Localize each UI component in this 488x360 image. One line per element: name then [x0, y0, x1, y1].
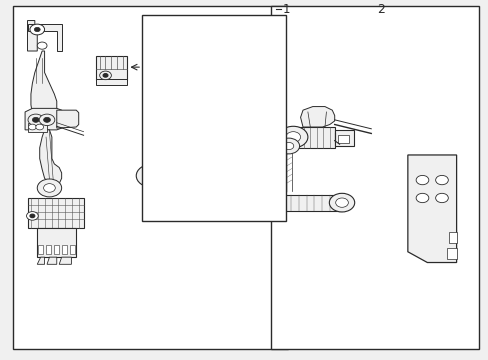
Bar — [203, 167, 220, 184]
Circle shape — [43, 117, 50, 122]
Bar — [13, 6, 288, 348]
Polygon shape — [448, 232, 456, 243]
Polygon shape — [37, 257, 44, 264]
Bar — [62, 245, 67, 254]
Circle shape — [103, 73, 108, 77]
Text: 1: 1 — [282, 3, 289, 15]
Circle shape — [143, 169, 160, 182]
Bar — [273, 195, 341, 211]
Circle shape — [335, 198, 347, 207]
Text: 5: 5 — [146, 60, 153, 74]
Circle shape — [37, 42, 47, 49]
Polygon shape — [25, 108, 64, 130]
Circle shape — [30, 214, 35, 218]
Polygon shape — [446, 248, 456, 259]
Circle shape — [329, 193, 354, 212]
Bar — [171, 132, 207, 153]
Bar — [54, 245, 59, 254]
Circle shape — [39, 114, 55, 126]
Circle shape — [32, 117, 39, 122]
Circle shape — [180, 118, 191, 127]
Polygon shape — [59, 257, 71, 264]
Circle shape — [285, 132, 300, 143]
Circle shape — [26, 212, 38, 220]
Circle shape — [30, 24, 44, 35]
Bar — [293, 127, 334, 148]
Circle shape — [415, 175, 428, 185]
Circle shape — [278, 126, 307, 148]
Bar — [37, 228, 76, 257]
Circle shape — [28, 114, 43, 126]
Circle shape — [177, 154, 186, 161]
Polygon shape — [40, 130, 61, 187]
Circle shape — [435, 193, 447, 203]
Polygon shape — [57, 110, 79, 128]
Bar — [271, 6, 478, 348]
Circle shape — [28, 124, 36, 130]
Circle shape — [173, 114, 198, 132]
Polygon shape — [31, 51, 57, 125]
Bar — [70, 245, 75, 254]
Circle shape — [34, 27, 40, 32]
Circle shape — [167, 187, 179, 196]
Text: 4: 4 — [180, 200, 187, 213]
Polygon shape — [27, 24, 61, 51]
Bar — [337, 135, 348, 143]
Circle shape — [100, 71, 111, 80]
Circle shape — [261, 193, 286, 212]
Circle shape — [278, 138, 299, 154]
Circle shape — [43, 184, 55, 192]
Bar — [38, 245, 42, 254]
Bar — [152, 164, 203, 187]
Bar — [46, 245, 51, 254]
Bar — [27, 198, 83, 229]
Circle shape — [415, 193, 428, 203]
Circle shape — [267, 198, 280, 207]
Bar — [206, 173, 215, 181]
Circle shape — [284, 143, 293, 150]
Circle shape — [37, 179, 61, 197]
Bar — [27, 123, 47, 132]
Polygon shape — [27, 21, 37, 51]
Polygon shape — [407, 155, 456, 262]
Text: 3: 3 — [219, 131, 226, 144]
Polygon shape — [300, 107, 334, 127]
Bar — [96, 57, 127, 80]
Bar — [96, 78, 127, 85]
Bar — [178, 122, 193, 134]
Polygon shape — [47, 257, 57, 264]
Bar — [176, 152, 188, 162]
Text: 2: 2 — [376, 3, 384, 16]
Circle shape — [435, 175, 447, 185]
Bar — [142, 15, 285, 221]
Circle shape — [171, 190, 176, 193]
Circle shape — [136, 164, 167, 187]
Bar — [334, 130, 353, 146]
Circle shape — [36, 124, 43, 130]
